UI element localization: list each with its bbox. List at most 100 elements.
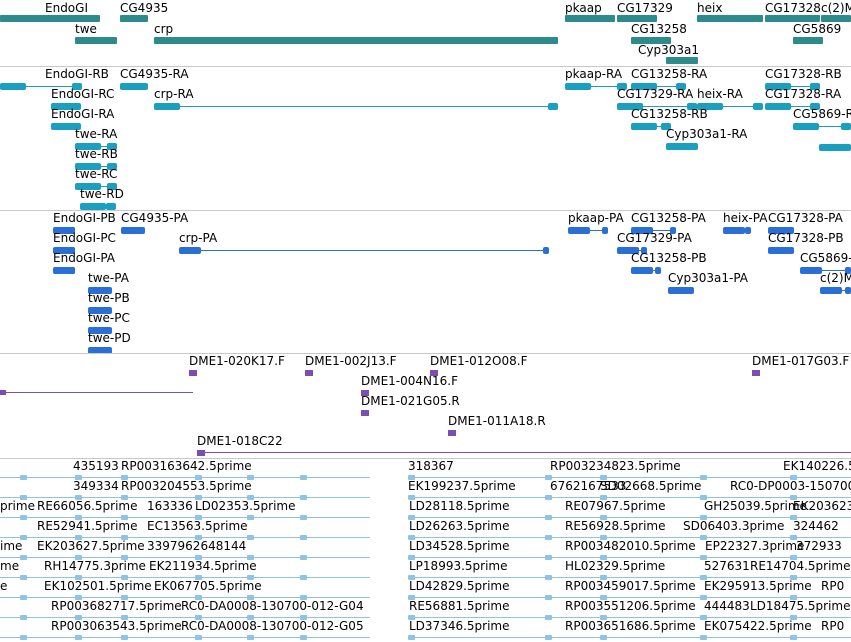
transcript-exon[interactable] bbox=[765, 83, 791, 90]
est-feature[interactable] bbox=[545, 615, 552, 620]
est-feature[interactable] bbox=[300, 635, 307, 640]
est-feature[interactable] bbox=[545, 595, 552, 600]
est-feature[interactable] bbox=[121, 515, 128, 520]
est-feature[interactable] bbox=[790, 635, 797, 640]
protein-exon[interactable] bbox=[106, 287, 112, 294]
transcript-exon[interactable] bbox=[617, 83, 627, 90]
transcript-exon[interactable] bbox=[120, 83, 146, 90]
est-feature[interactable] bbox=[75, 575, 82, 580]
transcript-exon[interactable] bbox=[75, 183, 101, 190]
est-feature[interactable] bbox=[195, 575, 202, 580]
est-feature[interactable] bbox=[75, 495, 82, 500]
protein-exon[interactable] bbox=[106, 307, 112, 314]
est-feature[interactable] bbox=[20, 595, 27, 600]
protein-exon[interactable] bbox=[106, 327, 112, 334]
est-feature[interactable] bbox=[790, 515, 797, 520]
transcript-exon[interactable] bbox=[687, 103, 697, 110]
est-feature[interactable] bbox=[300, 555, 307, 560]
est-feature[interactable] bbox=[75, 635, 82, 640]
est-feature[interactable] bbox=[20, 575, 27, 580]
est-feature[interactable] bbox=[700, 535, 707, 540]
est-feature[interactable] bbox=[195, 555, 202, 560]
est-feature[interactable] bbox=[20, 535, 27, 540]
clone-end-marker[interactable] bbox=[448, 430, 456, 436]
transcript-exon[interactable] bbox=[565, 83, 591, 90]
transcript-exon[interactable] bbox=[819, 144, 851, 151]
protein-exon[interactable] bbox=[88, 307, 110, 314]
protein-exon[interactable] bbox=[69, 227, 75, 234]
transcript-exon[interactable] bbox=[793, 123, 819, 130]
transcript-exon[interactable] bbox=[765, 103, 791, 110]
est-feature[interactable] bbox=[790, 575, 797, 580]
est-feature[interactable] bbox=[300, 515, 307, 520]
protein-exon[interactable] bbox=[88, 327, 110, 334]
est-feature[interactable] bbox=[408, 495, 415, 500]
est-feature[interactable] bbox=[600, 615, 607, 620]
transcript-exon[interactable] bbox=[71, 103, 81, 110]
est-feature[interactable] bbox=[75, 595, 82, 600]
transcript-exon[interactable] bbox=[631, 83, 657, 90]
est-feature[interactable] bbox=[247, 475, 254, 480]
est-feature[interactable] bbox=[545, 555, 552, 560]
est-feature[interactable] bbox=[195, 475, 202, 480]
transcript-exon[interactable] bbox=[676, 83, 686, 90]
protein-exon[interactable] bbox=[800, 267, 822, 274]
transcript-exon[interactable] bbox=[75, 163, 101, 170]
transcript-exon[interactable] bbox=[617, 103, 643, 110]
gene-feature[interactable] bbox=[0, 15, 100, 22]
protein-exon[interactable] bbox=[88, 347, 110, 354]
transcript-exon[interactable] bbox=[106, 203, 116, 210]
est-feature[interactable] bbox=[600, 635, 607, 640]
clone-end-marker[interactable] bbox=[189, 370, 197, 376]
est-feature[interactable] bbox=[121, 555, 128, 560]
gene-feature[interactable] bbox=[765, 15, 820, 22]
est-feature[interactable] bbox=[75, 475, 82, 480]
est-feature[interactable] bbox=[700, 555, 707, 560]
est-feature[interactable] bbox=[600, 535, 607, 540]
est-feature[interactable] bbox=[300, 495, 307, 500]
est-feature[interactable] bbox=[247, 555, 254, 560]
protein-exon[interactable] bbox=[179, 247, 201, 254]
transcript-exon[interactable] bbox=[107, 143, 117, 150]
est-feature[interactable] bbox=[545, 495, 552, 500]
est-feature[interactable] bbox=[790, 495, 797, 500]
est-feature[interactable] bbox=[20, 635, 27, 640]
est-feature[interactable] bbox=[75, 615, 82, 620]
est-feature[interactable] bbox=[545, 475, 552, 480]
protein-exon[interactable] bbox=[617, 247, 639, 254]
clone-end-marker[interactable] bbox=[752, 370, 760, 376]
est-feature[interactable] bbox=[247, 495, 254, 500]
protein-exon[interactable] bbox=[106, 347, 112, 354]
protein-exon[interactable] bbox=[602, 227, 608, 234]
est-feature[interactable] bbox=[600, 515, 607, 520]
est-feature[interactable] bbox=[195, 515, 202, 520]
est-feature[interactable] bbox=[195, 495, 202, 500]
clone-end-marker[interactable] bbox=[197, 450, 205, 456]
protein-exon[interactable] bbox=[845, 287, 851, 294]
protein-exon[interactable] bbox=[668, 287, 690, 294]
est-feature[interactable] bbox=[408, 555, 415, 560]
est-feature[interactable] bbox=[545, 535, 552, 540]
est-feature[interactable] bbox=[195, 635, 202, 640]
gene-feature[interactable] bbox=[75, 37, 117, 44]
transcript-exon[interactable] bbox=[661, 123, 671, 130]
est-feature[interactable] bbox=[790, 555, 797, 560]
est-feature[interactable] bbox=[195, 535, 202, 540]
clone-end-marker[interactable] bbox=[305, 370, 313, 376]
clone-end-marker[interactable] bbox=[0, 390, 6, 395]
est-feature[interactable] bbox=[300, 615, 307, 620]
est-feature[interactable] bbox=[545, 635, 552, 640]
transcript-exon[interactable] bbox=[841, 123, 851, 130]
est-feature[interactable] bbox=[20, 555, 27, 560]
est-feature[interactable] bbox=[700, 475, 707, 480]
gene-feature[interactable] bbox=[565, 15, 615, 22]
transcript-exon[interactable] bbox=[107, 183, 117, 190]
est-feature[interactable] bbox=[700, 575, 707, 580]
est-feature[interactable] bbox=[247, 575, 254, 580]
est-feature[interactable] bbox=[408, 535, 415, 540]
transcript-exon[interactable] bbox=[75, 143, 101, 150]
protein-exon[interactable] bbox=[53, 247, 75, 254]
gene-feature[interactable] bbox=[697, 15, 763, 22]
est-feature[interactable] bbox=[300, 475, 307, 480]
transcript-exon[interactable] bbox=[548, 103, 558, 110]
